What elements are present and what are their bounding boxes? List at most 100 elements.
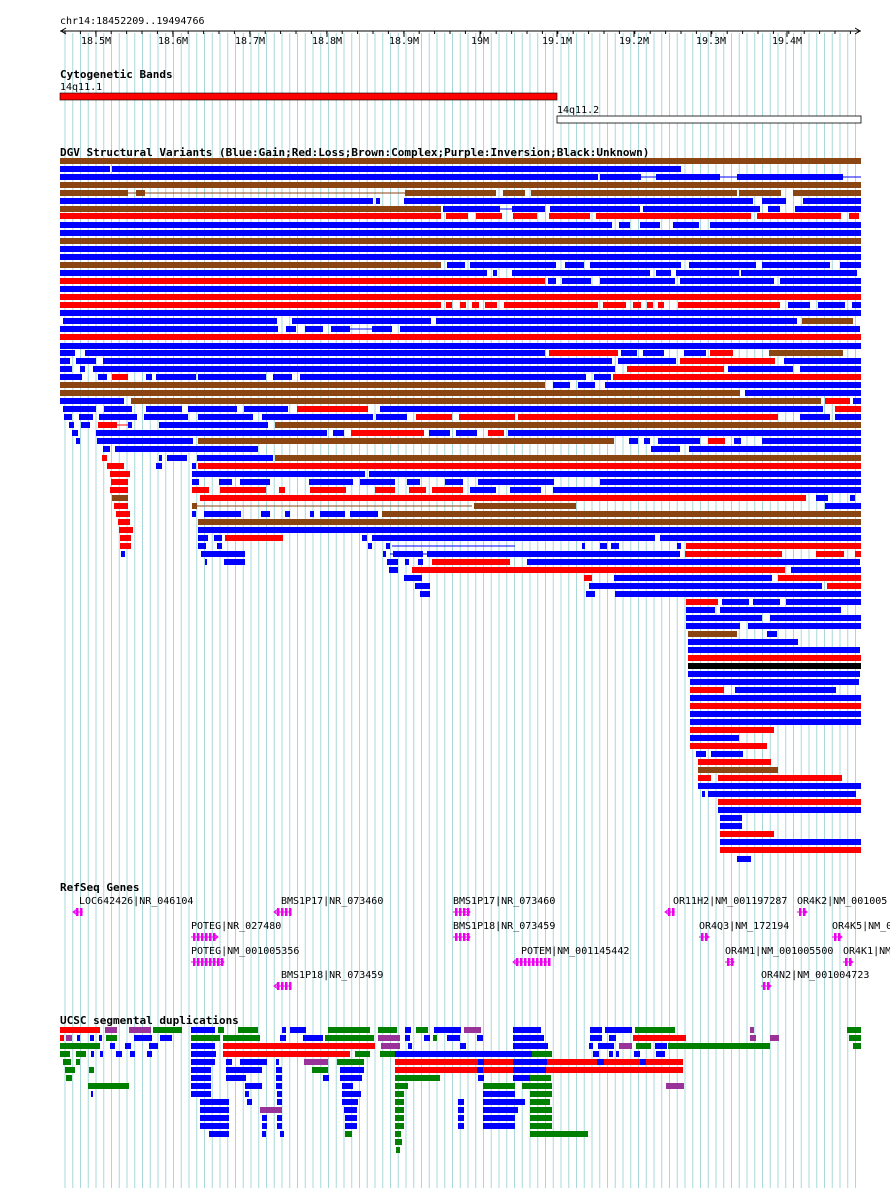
variant-block[interactable] [131, 398, 821, 404]
variant-block[interactable] [225, 535, 283, 541]
segdup-block[interactable] [280, 1131, 284, 1137]
segdup-block[interactable] [345, 1123, 357, 1129]
segdup-block[interactable] [100, 1051, 103, 1057]
segdup-block[interactable] [226, 1059, 232, 1065]
exon-block[interactable] [76, 908, 79, 916]
variant-block[interactable] [412, 567, 785, 573]
variant-block[interactable] [565, 262, 584, 268]
variant-block[interactable] [686, 623, 740, 629]
variant-block[interactable] [590, 262, 681, 268]
gene-label[interactable]: OR4K1|NM [843, 946, 890, 957]
variant-block[interactable] [436, 318, 797, 324]
variant-block[interactable] [382, 511, 861, 517]
segdup-block[interactable] [340, 1067, 364, 1073]
variant-block[interactable] [128, 422, 132, 428]
segdup-block[interactable] [849, 1035, 861, 1041]
variant-block[interactable] [802, 318, 853, 324]
variant-block[interactable] [310, 511, 314, 517]
variant-block[interactable] [60, 278, 545, 284]
exon-block[interactable] [205, 933, 208, 941]
segdup-block[interactable] [464, 1027, 481, 1033]
variant-block[interactable] [201, 551, 245, 557]
variant-block[interactable] [688, 663, 861, 669]
variant-block[interactable] [188, 406, 237, 412]
variant-block[interactable] [710, 350, 733, 356]
variant-block[interactable] [72, 430, 78, 436]
variant-block[interactable] [840, 262, 861, 268]
exon-block[interactable] [463, 908, 466, 916]
segdup-block[interactable] [65, 1067, 75, 1073]
variant-block[interactable] [310, 487, 346, 493]
segdup-block[interactable] [191, 1043, 215, 1049]
segdup-block[interactable] [60, 1051, 70, 1057]
variant-block[interactable] [748, 623, 861, 629]
segdup-block[interactable] [478, 1075, 484, 1081]
segdup-block[interactable] [633, 1035, 686, 1041]
segdup-block[interactable] [134, 1035, 152, 1041]
variant-block[interactable] [795, 206, 861, 212]
variant-block[interactable] [470, 262, 556, 268]
segdup-block[interactable] [395, 1083, 408, 1089]
variant-block[interactable] [214, 535, 222, 541]
variant-block[interactable] [513, 213, 537, 219]
gene-label[interactable]: OR4Q3|NM_172194 [699, 921, 789, 932]
segdup-block[interactable] [276, 1059, 279, 1065]
variant-block[interactable] [167, 455, 187, 461]
segdup-block[interactable] [200, 1123, 229, 1129]
variant-block[interactable] [420, 591, 430, 597]
variant-block[interactable] [99, 414, 137, 420]
variant-block[interactable] [589, 583, 822, 589]
variant-block[interactable] [698, 767, 778, 773]
segdup-block[interactable] [191, 1067, 211, 1073]
exon-block[interactable] [799, 908, 802, 916]
variant-block[interactable] [372, 326, 392, 332]
segdup-block[interactable] [276, 1067, 282, 1073]
segdup-block[interactable] [483, 1091, 515, 1097]
variant-block[interactable] [409, 487, 426, 493]
exon-block[interactable] [455, 908, 458, 916]
variant-block[interactable] [320, 511, 345, 517]
variant-block[interactable] [205, 559, 207, 565]
variant-block[interactable] [429, 430, 450, 436]
variant-block[interactable] [720, 823, 742, 829]
segdup-block[interactable] [609, 1051, 613, 1057]
variant-block[interactable] [110, 487, 128, 493]
variant-block[interactable] [104, 406, 132, 412]
variant-block[interactable] [689, 446, 861, 452]
variant-block[interactable] [614, 575, 772, 581]
exon-block[interactable] [281, 908, 284, 916]
variant-block[interactable] [445, 479, 463, 485]
variant-block[interactable] [791, 567, 861, 573]
variant-block[interactable] [644, 438, 650, 444]
gene-label[interactable]: POTEG|NR_027480 [191, 921, 281, 932]
refseq-track[interactable]: RefSeq Genes LOC642426|NR_046104 BMS1P17|… [60, 881, 890, 990]
segdup-block[interactable] [223, 1051, 350, 1057]
segdup-block[interactable] [655, 1043, 667, 1049]
variant-block[interactable] [60, 230, 861, 236]
variant-block[interactable] [144, 414, 188, 420]
variant-block[interactable] [678, 302, 780, 308]
segdup-block[interactable] [522, 1083, 552, 1089]
variant-block[interactable] [825, 398, 850, 404]
variant-block[interactable] [762, 438, 861, 444]
variant-block[interactable] [103, 446, 110, 452]
variant-block[interactable] [485, 302, 497, 308]
segdup-block[interactable] [344, 1107, 357, 1113]
variant-block[interactable] [192, 479, 199, 485]
variant-block[interactable] [285, 511, 290, 517]
segdup-block[interactable] [589, 1043, 593, 1049]
gene-label[interactable]: POTEG|NM_001005356 [191, 946, 299, 957]
variant-block[interactable] [708, 791, 856, 797]
variant-block[interactable] [119, 527, 133, 533]
variant-block[interactable] [159, 422, 268, 428]
variant-block[interactable] [261, 511, 270, 517]
variant-block[interactable] [737, 856, 751, 862]
variant-block[interactable] [159, 455, 162, 461]
variant-block[interactable] [718, 775, 842, 781]
segdup-block[interactable] [247, 1099, 252, 1105]
variant-block[interactable] [102, 455, 107, 461]
exon-block[interactable] [201, 933, 204, 941]
variant-block[interactable] [120, 543, 131, 549]
gene-label[interactable]: OR11H2|NM_001197287 [673, 896, 787, 907]
variant-block[interactable] [643, 206, 760, 212]
